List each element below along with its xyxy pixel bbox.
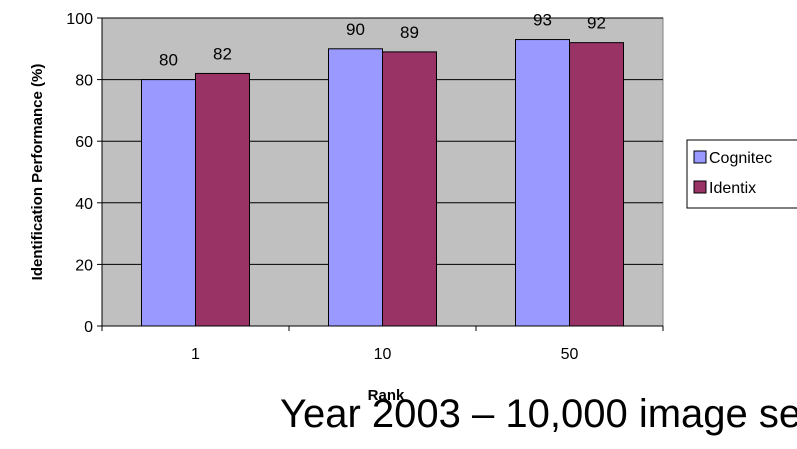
bar-cognitec-50	[515, 39, 570, 327]
x-tick-label: 10	[374, 346, 392, 363]
bar-cognitec-1	[141, 79, 196, 327]
data-label: 89	[400, 23, 419, 42]
bar-cognitec-10	[328, 48, 383, 327]
bar-identix-10	[382, 51, 437, 327]
legend-label-cognitec: Cognitec	[709, 150, 772, 167]
x-axis-title: Rank	[368, 387, 405, 404]
x-tick-label: 1	[191, 346, 200, 363]
y-tick-label: 40	[75, 196, 93, 213]
y-tick-label: 80	[75, 73, 93, 90]
legend-swatch-identix	[693, 180, 707, 194]
data-labels: 80 82 90 89 93 92	[159, 11, 606, 70]
bar-identix-50	[569, 42, 624, 327]
x-tick-label: 50	[561, 346, 579, 363]
data-label: 80	[159, 51, 178, 70]
axes	[101, 18, 663, 327]
data-label: 90	[346, 20, 365, 39]
bar-identix-1	[195, 72, 250, 327]
y-tick-label: 100	[66, 11, 93, 28]
legend: Cognitec Identix	[686, 139, 797, 209]
y-axis-title: Identification Performance (%)	[29, 64, 46, 281]
data-label: 92	[587, 14, 606, 33]
data-label: 82	[213, 44, 232, 63]
y-tick-label: 20	[75, 257, 93, 274]
y-tick-label: 0	[84, 319, 93, 336]
bars	[141, 39, 624, 327]
chart-caption: Year 2003 – 10,000 image set	[280, 392, 797, 436]
data-label: 93	[533, 11, 552, 30]
legend-swatch-cognitec	[693, 150, 707, 164]
y-ticks: 0 20 40 60 80 100	[66, 11, 102, 336]
legend-label-identix: Identix	[709, 180, 756, 197]
y-tick-label: 60	[75, 134, 93, 151]
x-ticks: 1 10 50	[101, 326, 664, 363]
